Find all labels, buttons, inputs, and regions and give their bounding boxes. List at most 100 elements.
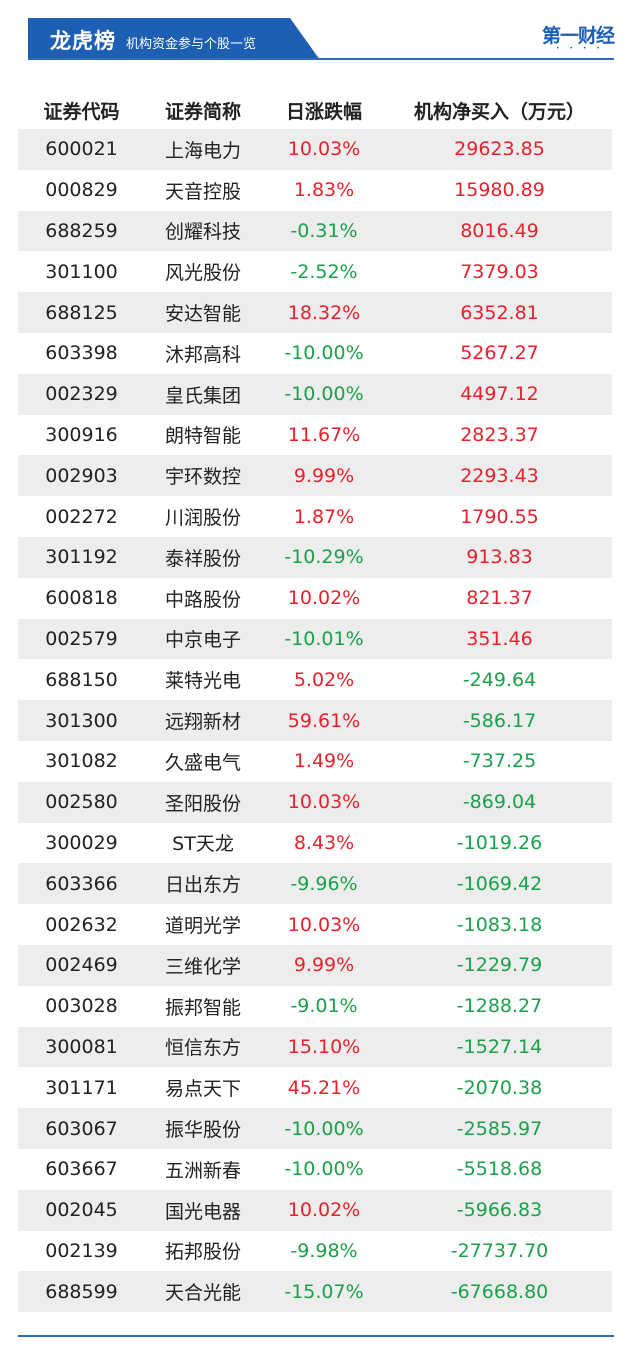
daily-change: 1.83% <box>293 179 355 202</box>
stock-name: 日出东方 <box>164 874 241 897</box>
net-buy: -249.64 <box>462 668 537 691</box>
stock-name: 泰祥股份 <box>164 547 241 570</box>
stock-code: 688259 <box>45 219 118 242</box>
stock-name: 振华股份 <box>164 1119 241 1142</box>
table-row: 603366 日出东方 -9.96% -1069.42 <box>18 863 612 905</box>
stock-code: 301082 <box>45 750 118 773</box>
stock-code: 002139 <box>45 1239 118 1262</box>
net-buy: -869.04 <box>462 791 537 814</box>
stock-code: 002903 <box>45 464 118 487</box>
daily-change: 59.61% <box>287 709 361 732</box>
column-header-name: 证券简称 <box>164 100 241 123</box>
stock-name: 皇氏集团 <box>164 384 241 407</box>
net-buy: 821.37 <box>466 587 533 610</box>
stock-name: 久盛电气 <box>164 751 241 774</box>
stock-name: 中京电子 <box>164 629 241 652</box>
daily-change: -2.52% <box>290 260 358 283</box>
stock-code: 002580 <box>45 791 118 814</box>
stock-code: 301100 <box>45 260 118 283</box>
net-buy: -2585.97 <box>456 1117 543 1140</box>
page-title: 龙虎榜 <box>50 29 116 53</box>
table-row: 301100 风光股份 -2.52% 7379.03 <box>18 251 612 292</box>
stock-name: 振邦智能 <box>164 996 241 1019</box>
stock-code: 300081 <box>45 1035 118 1058</box>
net-buy: -5518.68 <box>456 1158 543 1181</box>
page-header: 龙虎榜 机构资金参与个股一览 第一财经 • • • • <box>0 0 633 62</box>
stock-code: 002632 <box>45 913 118 936</box>
brand-logo-dots: • • • • <box>556 45 604 52</box>
net-buy: 2293.43 <box>460 464 539 487</box>
stock-code: 600818 <box>45 587 118 610</box>
column-header-net-buy: 机构净买入（万元） <box>413 100 585 123</box>
stock-code: 688125 <box>45 301 118 324</box>
net-buy: -1288.27 <box>456 995 543 1018</box>
stock-name: 莱特光电 <box>164 670 241 693</box>
stock-code: 301171 <box>45 1076 118 1099</box>
table-row: 301300 远翔新材 59.61% -586.17 <box>18 700 612 741</box>
brand-logo-text: 第一财经 <box>542 25 615 47</box>
table-row: 688150 莱特光电 5.02% -249.64 <box>18 659 612 700</box>
net-buy: 15980.89 <box>454 179 545 202</box>
table-row: 003028 振邦智能 -9.01% -1288.27 <box>18 986 612 1027</box>
daily-change: 9.99% <box>293 464 355 487</box>
stock-code: 603398 <box>45 342 118 365</box>
table-row: 600818 中路股份 10.02% 821.37 <box>18 578 612 619</box>
page-subtitle: 机构资金参与个股一览 <box>126 37 257 52</box>
daily-change: 10.03% <box>287 913 361 936</box>
table-row: 300916 朗特智能 11.67% 2823.37 <box>18 415 612 456</box>
table-row: 002139 拓邦股份 -9.98% -27737.70 <box>18 1231 612 1272</box>
stock-code: 688150 <box>45 668 118 691</box>
daily-change: 18.32% <box>287 301 361 324</box>
daily-change: 1.87% <box>293 505 355 528</box>
stock-code: 002329 <box>45 383 118 406</box>
net-buy: -5966.83 <box>456 1199 543 1222</box>
stock-name: 川润股份 <box>164 507 241 530</box>
stock-name: 天合光能 <box>164 1282 241 1305</box>
daily-change: -10.00% <box>284 383 364 406</box>
stock-name: 恒信东方 <box>164 1037 241 1060</box>
stock-code: 688599 <box>45 1280 118 1303</box>
net-buy: 1790.55 <box>460 505 539 528</box>
stock-code: 002045 <box>45 1199 118 1222</box>
table-row: 603067 振华股份 -10.00% -2585.97 <box>18 1108 612 1149</box>
daily-change: 11.67% <box>287 423 361 446</box>
stock-name: 风光股份 <box>164 262 241 285</box>
table-row: 300029 ST天龙 8.43% -1019.26 <box>18 823 612 864</box>
column-header-code: 证券代码 <box>43 100 120 123</box>
daily-change: 10.02% <box>287 1199 361 1222</box>
daily-change: 15.10% <box>287 1035 361 1058</box>
table-row: 002903 宇环数控 9.99% 2293.43 <box>18 455 612 497</box>
net-buy: -1019.26 <box>456 831 543 854</box>
stock-code: 301192 <box>45 546 118 569</box>
table-row: 603667 五洲新春 -10.00% -5518.68 <box>18 1149 612 1190</box>
table-row: 000829 天音控股 1.83% 15980.89 <box>18 170 612 211</box>
net-buy: 6352.81 <box>460 301 539 324</box>
stock-name: 天音控股 <box>164 180 241 203</box>
stock-name: 三维化学 <box>164 955 241 978</box>
table-row: 301192 泰祥股份 -10.29% 913.83 <box>18 536 612 578</box>
table-row: 002469 三维化学 9.99% -1229.79 <box>18 944 612 986</box>
table-body: 600021 上海电力 10.03% 29623.85 000829 天音控股 1.83% 1… <box>18 129 612 1313</box>
daily-change: -9.01% <box>290 995 358 1018</box>
table-row: 301171 易点天下 45.21% -2070.38 <box>18 1067 612 1108</box>
stock-code: 003028 <box>45 995 118 1018</box>
daily-change: -9.96% <box>290 872 358 895</box>
stock-name: 易点天下 <box>164 1078 241 1101</box>
daily-change: -0.31% <box>290 219 358 242</box>
net-buy: -67668.80 <box>450 1280 549 1303</box>
table-row: 301082 久盛电气 1.49% -737.25 <box>18 741 612 782</box>
stock-name: 安达智能 <box>164 303 241 326</box>
net-buy: 7379.03 <box>460 260 539 283</box>
net-buy: 8016.49 <box>460 219 539 242</box>
stock-name: ST天龙 <box>172 833 234 856</box>
net-buy: -737.25 <box>462 750 537 773</box>
stock-name: 创耀科技 <box>164 221 241 244</box>
stock-name: 拓邦股份 <box>164 1241 241 1264</box>
stock-name: 沐邦高科 <box>164 343 241 366</box>
daily-change: -10.29% <box>284 546 364 569</box>
net-buy: 5267.27 <box>460 342 539 365</box>
daily-change: 10.03% <box>287 138 361 161</box>
daily-change: 10.03% <box>287 791 361 814</box>
stock-code: 603667 <box>45 1158 118 1181</box>
table-row: 002045 国光电器 10.02% -5966.83 <box>18 1189 612 1231</box>
